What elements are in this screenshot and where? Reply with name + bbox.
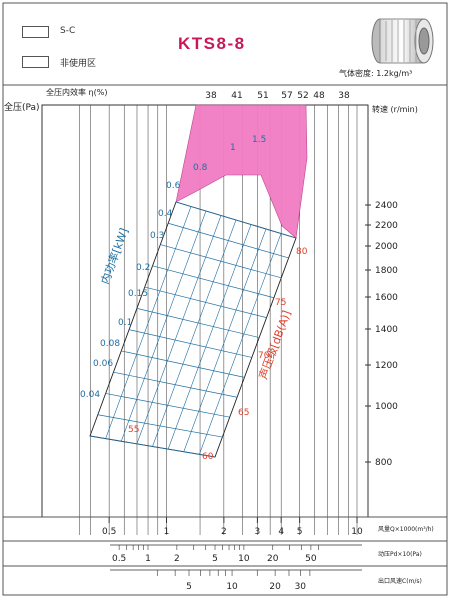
velocity-tick-label: 10 <box>226 582 238 592</box>
speed-tick-label: 1000 <box>375 402 398 412</box>
power-value-label: 1.5 <box>252 135 266 145</box>
efficiency-tick-label: 48 <box>313 91 325 101</box>
efficiency-tick-label: 57 <box>281 91 292 101</box>
flow-tick-label: 0.5 <box>102 527 116 537</box>
power-value-label: 1 <box>230 143 236 153</box>
efficiency-line <box>167 224 252 450</box>
dp-tick-label: 1 <box>145 554 151 564</box>
speed-tick-label: 2400 <box>375 201 398 211</box>
noise-value-label: 65 <box>238 408 249 418</box>
speed-tick-label: 1800 <box>375 266 398 276</box>
efficiency-line <box>152 219 237 447</box>
dp-tick-label: 5 <box>212 554 218 564</box>
flow-tick-label: 4 <box>278 527 284 537</box>
fan-wheel-icon <box>371 18 434 64</box>
speed-tick-label: 1600 <box>375 293 398 303</box>
power-axis-label: 内功率[kW] <box>98 226 131 286</box>
noise-value-label: 80 <box>296 247 308 257</box>
noise-value-label: 70 <box>258 351 270 361</box>
velocity-axis-label: 出口风速C(m/s) <box>378 577 422 585</box>
noise-value-label: 55 <box>128 425 139 435</box>
efficiency-tick-label: 38 <box>338 91 350 101</box>
efficiency-tick-label: 51 <box>257 91 268 101</box>
flow-tick-label: 10 <box>351 527 363 537</box>
flow-tick-label: 5 <box>297 527 303 537</box>
gas-density-note: 气体密度: 1.2kg/m³ <box>339 69 413 78</box>
dp-tick-label: 20 <box>267 554 279 564</box>
power-value-label: 0.15 <box>128 289 148 299</box>
power-value-label: 0.1 <box>118 318 132 328</box>
speed-tick-label: 1400 <box>375 325 398 335</box>
velocity-tick-label: 5 <box>186 582 192 592</box>
y-axis-label: 全压(Pa) <box>4 101 40 113</box>
power-value-label: 0.06 <box>93 359 113 369</box>
flow-axis-label: 风量Q×1000(m³/h) <box>378 526 434 533</box>
legend-label-unused-zone: 非使用区 <box>60 59 97 69</box>
chart-title: KTS8-8 <box>178 34 246 53</box>
power-value-label: 0.4 <box>158 209 173 219</box>
dp-tick-label: 2 <box>174 554 180 564</box>
efficiency-line <box>120 210 207 442</box>
efficiency-line <box>199 233 282 455</box>
unused-zone-area <box>175 104 308 239</box>
dp-tick-label: 50 <box>305 554 317 564</box>
noise-value-label: 60 <box>202 452 214 462</box>
velocity-tick-label: 20 <box>269 582 281 592</box>
noise-value-label: 75 <box>275 298 286 308</box>
legend-swatch-sc <box>22 26 49 38</box>
efficiency-line <box>183 228 267 452</box>
dp-tick-label: 0.5 <box>112 554 126 564</box>
speed-tick-label: 2000 <box>375 242 398 252</box>
speed-axis-label: 转速 (r/min) <box>372 104 418 114</box>
efficiency-tick-label: 38 <box>205 91 217 101</box>
speed-tick-label: 1200 <box>375 361 398 371</box>
efficiency-line <box>136 215 222 444</box>
power-value-label: 0.3 <box>150 231 164 241</box>
flow-tick-label: 2 <box>221 527 227 537</box>
velocity-tick-label: 30 <box>295 582 307 592</box>
efficiency-tick-label: 52 <box>297 91 308 101</box>
dp-axis-label: 动压Pd×10(Pa) <box>378 551 422 558</box>
power-value-label: 0.04 <box>80 390 100 400</box>
power-value-label: 0.2 <box>136 263 150 273</box>
power-value-label: 0.6 <box>166 181 181 191</box>
legend-label-sc: S-C <box>60 26 76 36</box>
legend-swatch-unused-zone <box>22 56 49 68</box>
speed-tick-label: 2200 <box>375 221 398 231</box>
flow-tick-label: 1 <box>164 527 170 537</box>
power-value-label: 0.8 <box>193 163 208 173</box>
power-value-label: 0.08 <box>100 339 120 349</box>
efficiency-axis-label: 全压内效率 η(%) <box>46 87 107 97</box>
speed-tick-label: 800 <box>375 458 392 468</box>
noise-axis-label: 声压级[dB(A)] <box>256 308 294 381</box>
efficiency-line <box>105 206 192 439</box>
dp-tick-label: 10 <box>238 554 250 564</box>
efficiency-tick-label: 41 <box>231 91 242 101</box>
flow-tick-label: 3 <box>255 527 261 537</box>
